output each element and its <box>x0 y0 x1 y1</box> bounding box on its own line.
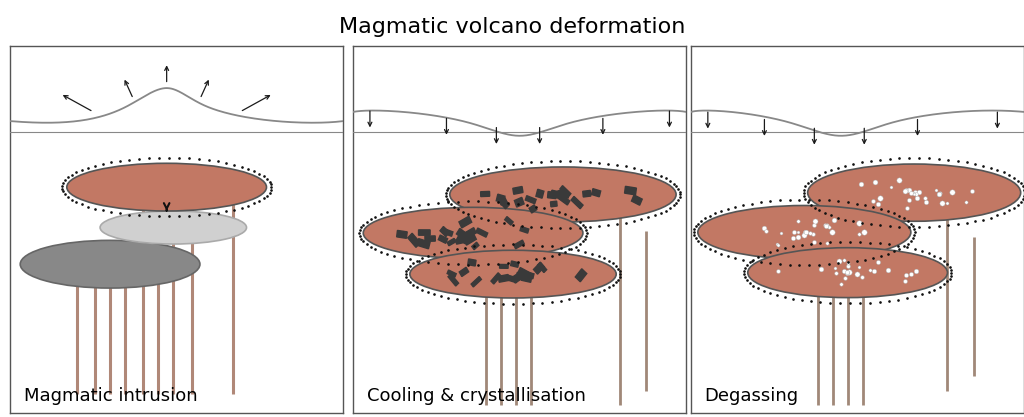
Bar <box>442 229 453 236</box>
Bar <box>457 233 468 244</box>
Bar <box>468 259 476 266</box>
Bar <box>497 194 505 203</box>
Bar <box>499 197 509 209</box>
Bar <box>476 228 487 237</box>
Bar <box>529 205 537 213</box>
Bar <box>457 229 468 240</box>
Bar <box>417 239 430 249</box>
Bar <box>505 216 513 225</box>
Bar <box>459 267 469 276</box>
Text: Magmatic volcano deformation: Magmatic volcano deformation <box>339 17 685 37</box>
Bar <box>516 272 525 279</box>
Bar <box>449 274 459 286</box>
Bar <box>625 186 636 195</box>
Bar <box>526 272 534 279</box>
Bar <box>514 240 524 249</box>
Bar <box>520 226 528 233</box>
Ellipse shape <box>100 211 247 244</box>
Bar <box>575 269 587 282</box>
Bar <box>456 237 467 244</box>
Bar <box>499 197 507 205</box>
Bar <box>525 196 537 204</box>
Bar <box>518 268 531 278</box>
Bar <box>500 264 508 268</box>
Bar <box>459 216 472 228</box>
Ellipse shape <box>20 240 200 288</box>
Bar <box>447 239 456 246</box>
Bar <box>521 275 531 282</box>
Bar <box>560 186 570 197</box>
Bar <box>396 231 408 239</box>
Bar <box>558 191 568 198</box>
Bar <box>440 226 450 236</box>
Bar <box>471 276 481 287</box>
Ellipse shape <box>808 164 1021 221</box>
Bar <box>514 197 524 207</box>
Ellipse shape <box>698 206 911 259</box>
Bar <box>511 261 519 267</box>
Bar <box>507 275 517 283</box>
Bar <box>499 274 509 282</box>
Bar <box>419 230 430 235</box>
Bar <box>472 242 479 250</box>
Ellipse shape <box>748 248 947 298</box>
Bar <box>480 191 489 196</box>
Text: Magmatic intrusion: Magmatic intrusion <box>24 387 198 405</box>
Bar <box>536 189 544 198</box>
Bar <box>534 262 545 274</box>
Bar <box>557 194 569 205</box>
Bar <box>425 236 435 241</box>
Bar <box>447 270 457 277</box>
Bar <box>464 234 476 245</box>
Bar <box>408 233 420 247</box>
Bar <box>551 201 557 207</box>
Bar <box>464 228 476 239</box>
Text: Cooling & crystallisation: Cooling & crystallisation <box>367 387 586 405</box>
Bar <box>632 195 642 205</box>
Bar <box>554 189 563 198</box>
Ellipse shape <box>364 207 583 259</box>
Ellipse shape <box>410 250 616 298</box>
Ellipse shape <box>67 163 266 211</box>
Bar <box>490 273 501 284</box>
Bar <box>512 273 522 283</box>
Bar <box>592 188 601 197</box>
Bar <box>548 191 556 198</box>
Bar <box>551 190 563 197</box>
Bar <box>538 262 547 273</box>
Bar <box>583 191 591 197</box>
Ellipse shape <box>450 167 676 222</box>
Bar <box>438 235 447 244</box>
Text: Degassing: Degassing <box>705 387 799 405</box>
Bar <box>513 186 523 194</box>
Bar <box>554 189 566 196</box>
Bar <box>571 196 583 209</box>
